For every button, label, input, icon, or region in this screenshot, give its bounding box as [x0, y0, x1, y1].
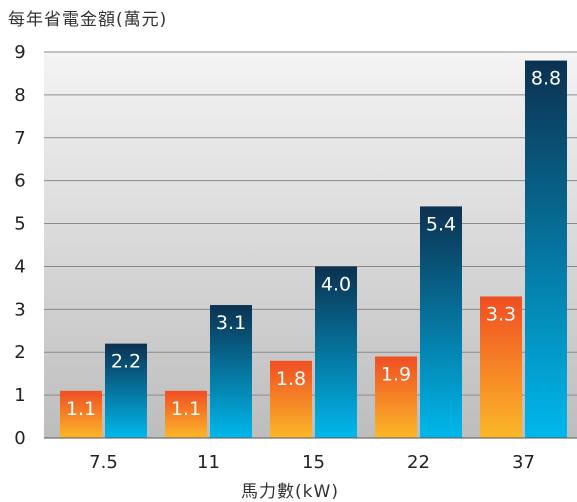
x-axis-title: 馬力數(kW)	[241, 482, 339, 502]
savings-bar-blue	[105, 343, 147, 438]
y-tick-label: 7	[14, 128, 25, 149]
y-tick-label: 9	[14, 42, 25, 63]
bars: 1.1 2.2 1.1 3.1 1.8 4.0 1.9 5.4 3.3 8.8	[60, 60, 567, 438]
bar-value-label: 4.0	[321, 273, 351, 295]
savings-bar-orange	[480, 296, 522, 438]
bar-value-label: 1.1	[66, 398, 96, 420]
savings-bar-orange	[60, 390, 102, 438]
x-tick-label: 22	[407, 452, 430, 473]
x-tick-label: 7.5	[89, 452, 118, 473]
savings-bar-blue	[210, 305, 252, 438]
y-tick-label: 5	[14, 214, 25, 235]
savings-bar-blue	[315, 266, 357, 438]
savings-bar-blue	[420, 206, 462, 438]
y-axis-ticks: 0 1 2 3 4 5 6 7 8 9	[14, 42, 25, 449]
bar-value-label: 8.8	[531, 68, 561, 90]
savings-bar-orange	[375, 356, 417, 438]
y-tick-label: 8	[14, 85, 25, 106]
x-axis-ticks: 7.5 11 15 22 37	[89, 452, 535, 473]
y-tick-label: 2	[14, 342, 25, 363]
x-tick-label: 11	[197, 452, 220, 473]
savings-bar-orange	[270, 360, 312, 438]
bar-value-label: 5.4	[426, 213, 456, 235]
savings-bar-orange	[165, 390, 207, 438]
y-tick-label: 1	[14, 385, 25, 406]
bar-value-label: 3.3	[486, 303, 516, 325]
x-tick-label: 15	[302, 452, 325, 473]
y-tick-label: 6	[14, 171, 25, 192]
y-tick-label: 3	[14, 299, 25, 320]
x-tick-label: 37	[512, 452, 535, 473]
savings-bar-blue	[525, 60, 567, 438]
bar-value-label: 3.1	[216, 312, 246, 334]
bar-value-label: 1.9	[381, 364, 411, 386]
y-tick-label: 0	[14, 428, 25, 449]
bar-value-label: 1.1	[171, 398, 201, 420]
y-axis-title: 每年省電金額(萬元)	[8, 10, 167, 30]
bar-value-label: 2.2	[111, 351, 141, 373]
y-tick-label: 4	[14, 256, 25, 277]
bar-value-label: 1.8	[276, 368, 306, 390]
